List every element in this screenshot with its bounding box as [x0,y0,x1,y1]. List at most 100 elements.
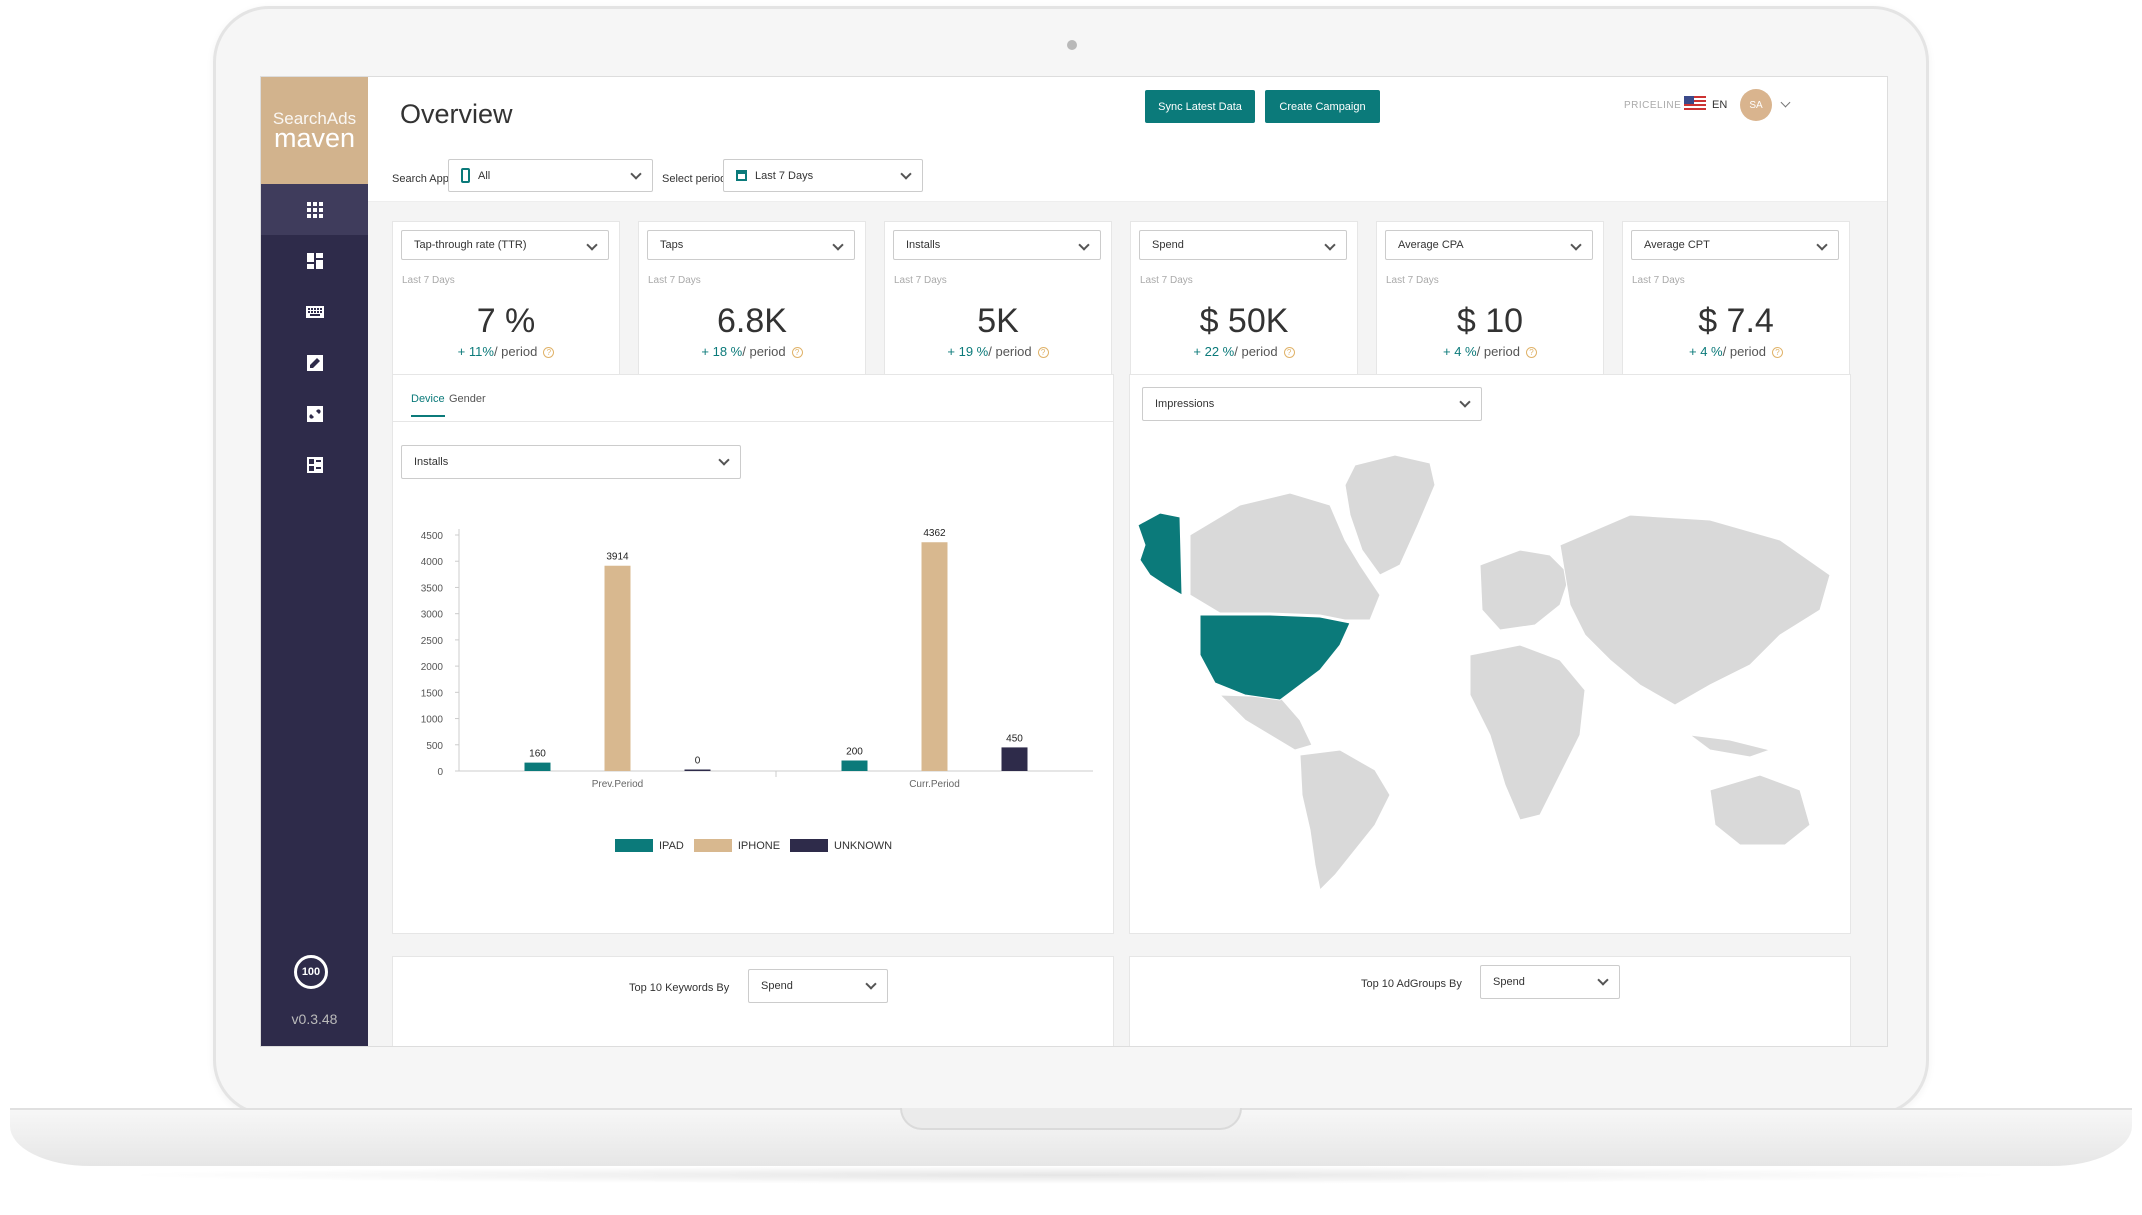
avatar[interactable]: SA [1740,89,1772,121]
chevron-down-icon [718,454,730,466]
adgroups-metric-select[interactable]: Spend [1480,965,1620,999]
kpi-metric-select[interactable]: Average CPT [1631,230,1839,260]
kpi-value: $ 7.4 [1698,302,1774,340]
legend-item[interactable]: IPAD [615,839,684,852]
kpi-value: $ 50K [1199,302,1289,340]
x-tick-label: Prev.Period [592,779,644,790]
y-tick-label: 0 [437,767,443,778]
legend-swatch [790,839,829,852]
create-campaign-button[interactable]: Create Campaign [1265,90,1380,123]
kpi-change-suffix: / period [493,344,538,359]
help-icon[interactable]: ? [791,347,803,358]
select-period-label: Select period [662,173,727,185]
nav-links[interactable] [261,388,368,439]
y-tick-label: 4000 [421,557,444,568]
kpi-change: + 22 %/ period? [1131,344,1357,359]
map-south-america[interactable] [1299,749,1391,892]
kpi-value: $ 10 [1456,302,1524,340]
bar-ipad[interactable] [524,762,551,771]
keyboard-icon [305,305,324,318]
score-badge[interactable]: 100 [294,955,328,989]
page-title: Overview [400,99,513,129]
help-icon[interactable]: ? [1771,347,1783,358]
kpi-card: Installs Last 7 Days 5K + 19 %/ period? [884,221,1112,379]
chevron-down-icon [900,168,912,180]
map-africa[interactable] [1469,644,1586,821]
brand-bottom: maven [273,122,356,153]
map-indonesia[interactable] [1688,734,1772,758]
chevron-down-icon[interactable] [1780,97,1791,108]
list-icon [306,456,323,473]
language-selector[interactable]: EN [1712,99,1728,111]
tab-gender[interactable]: Gender [449,393,486,405]
map-australia[interactable] [1709,774,1811,846]
map-metric-select[interactable]: Impressions [1142,387,1482,421]
help-icon[interactable]: ? [1283,347,1295,358]
map-europe[interactable] [1479,549,1571,631]
bar-unknown[interactable] [684,769,711,772]
map-greenland[interactable] [1344,454,1436,576]
kpi-period: Last 7 Days [894,275,947,286]
kpi-period: Last 7 Days [1632,275,1685,286]
map-asia[interactable] [1559,514,1831,706]
map-usa[interactable] [1199,614,1351,701]
bar-unknown[interactable] [1001,747,1028,771]
device-metric-select[interactable]: Installs [401,445,741,479]
top-keywords-card: Top 10 Keywords By Spend [392,956,1114,1046]
top-adgroups-label: Top 10 AdGroups By [1361,978,1462,990]
map-canada[interactable] [1189,492,1381,621]
kpi-value: 6.8K [717,302,787,340]
us-flag-icon[interactable] [1684,96,1706,112]
kpi-change: + 19 %/ period? [885,344,1111,359]
period-value: Last 7 Days [755,169,814,182]
period-select[interactable]: Last 7 Days [723,159,923,192]
kpi-period: Last 7 Days [402,275,455,286]
map-mexico[interactable] [1218,694,1313,751]
help-icon[interactable]: ? [543,347,555,358]
nav-keywords[interactable] [261,286,368,337]
kpi-metric-select[interactable]: Installs [893,230,1101,260]
kpi-change-suffix: / period [1476,344,1520,359]
y-tick-label: 1500 [421,688,444,699]
tab-device[interactable]: Device [411,393,445,417]
brand-logo[interactable]: SearchAds maven [261,77,368,184]
legend-item[interactable]: IPHONE [693,839,780,852]
kpi-metric-select[interactable]: Tap-through rate (TTR) [401,230,609,260]
map-metric-value: Impressions [1155,398,1215,410]
nav-edit[interactable] [261,337,368,388]
laptop-shadow [110,1166,2032,1184]
sync-data-button[interactable]: Sync Latest Data [1145,90,1255,123]
kpi-value: 5K [977,302,1019,340]
map-alaska[interactable] [1137,512,1183,596]
bar-iphone[interactable] [604,565,631,771]
kpi-change: + 4 %/ period? [1623,344,1849,359]
x-tick-label: Curr.Period [909,779,960,790]
legend-item[interactable]: UNKNOWN [790,839,892,852]
kpi-metric-select[interactable]: Taps [647,230,855,260]
search-app-select[interactable]: All [448,159,653,192]
world-map [1137,454,1831,892]
kpi-metric-select[interactable]: Average CPA [1385,230,1593,260]
top-bar: Overview Search App All Select period La… [368,77,1887,202]
kpi-card: Tap-through rate (TTR) Last 7 Days 7 % + 11… [392,221,620,379]
brand-top: SearchAds [272,108,357,128]
chevron-down-icon [1078,239,1090,251]
kpi-metric-select[interactable]: Spend [1139,230,1347,260]
bar-iphone[interactable] [921,542,948,771]
top-keywords-label: Top 10 Keywords By [629,982,730,994]
chevron-down-icon [630,168,642,180]
help-icon[interactable]: ? [1037,347,1049,358]
kpi-change: + 11%/ period? [393,344,619,359]
nav-apps[interactable] [261,184,368,235]
kpi-metric-label: Average CPT [1644,239,1710,251]
org-name[interactable]: PRICELINE [1624,100,1682,111]
webcam [1067,40,1077,50]
phone-icon [461,168,470,183]
help-icon[interactable]: ? [1525,347,1537,358]
nav-dashboard[interactable] [261,235,368,286]
chevron-down-icon [865,978,877,990]
bar-ipad[interactable] [841,760,868,771]
chart-legend: IPAD IPHONE UNKNOWN [615,839,902,852]
keywords-metric-select[interactable]: Spend [748,969,888,1003]
nav-reports[interactable] [261,439,368,490]
